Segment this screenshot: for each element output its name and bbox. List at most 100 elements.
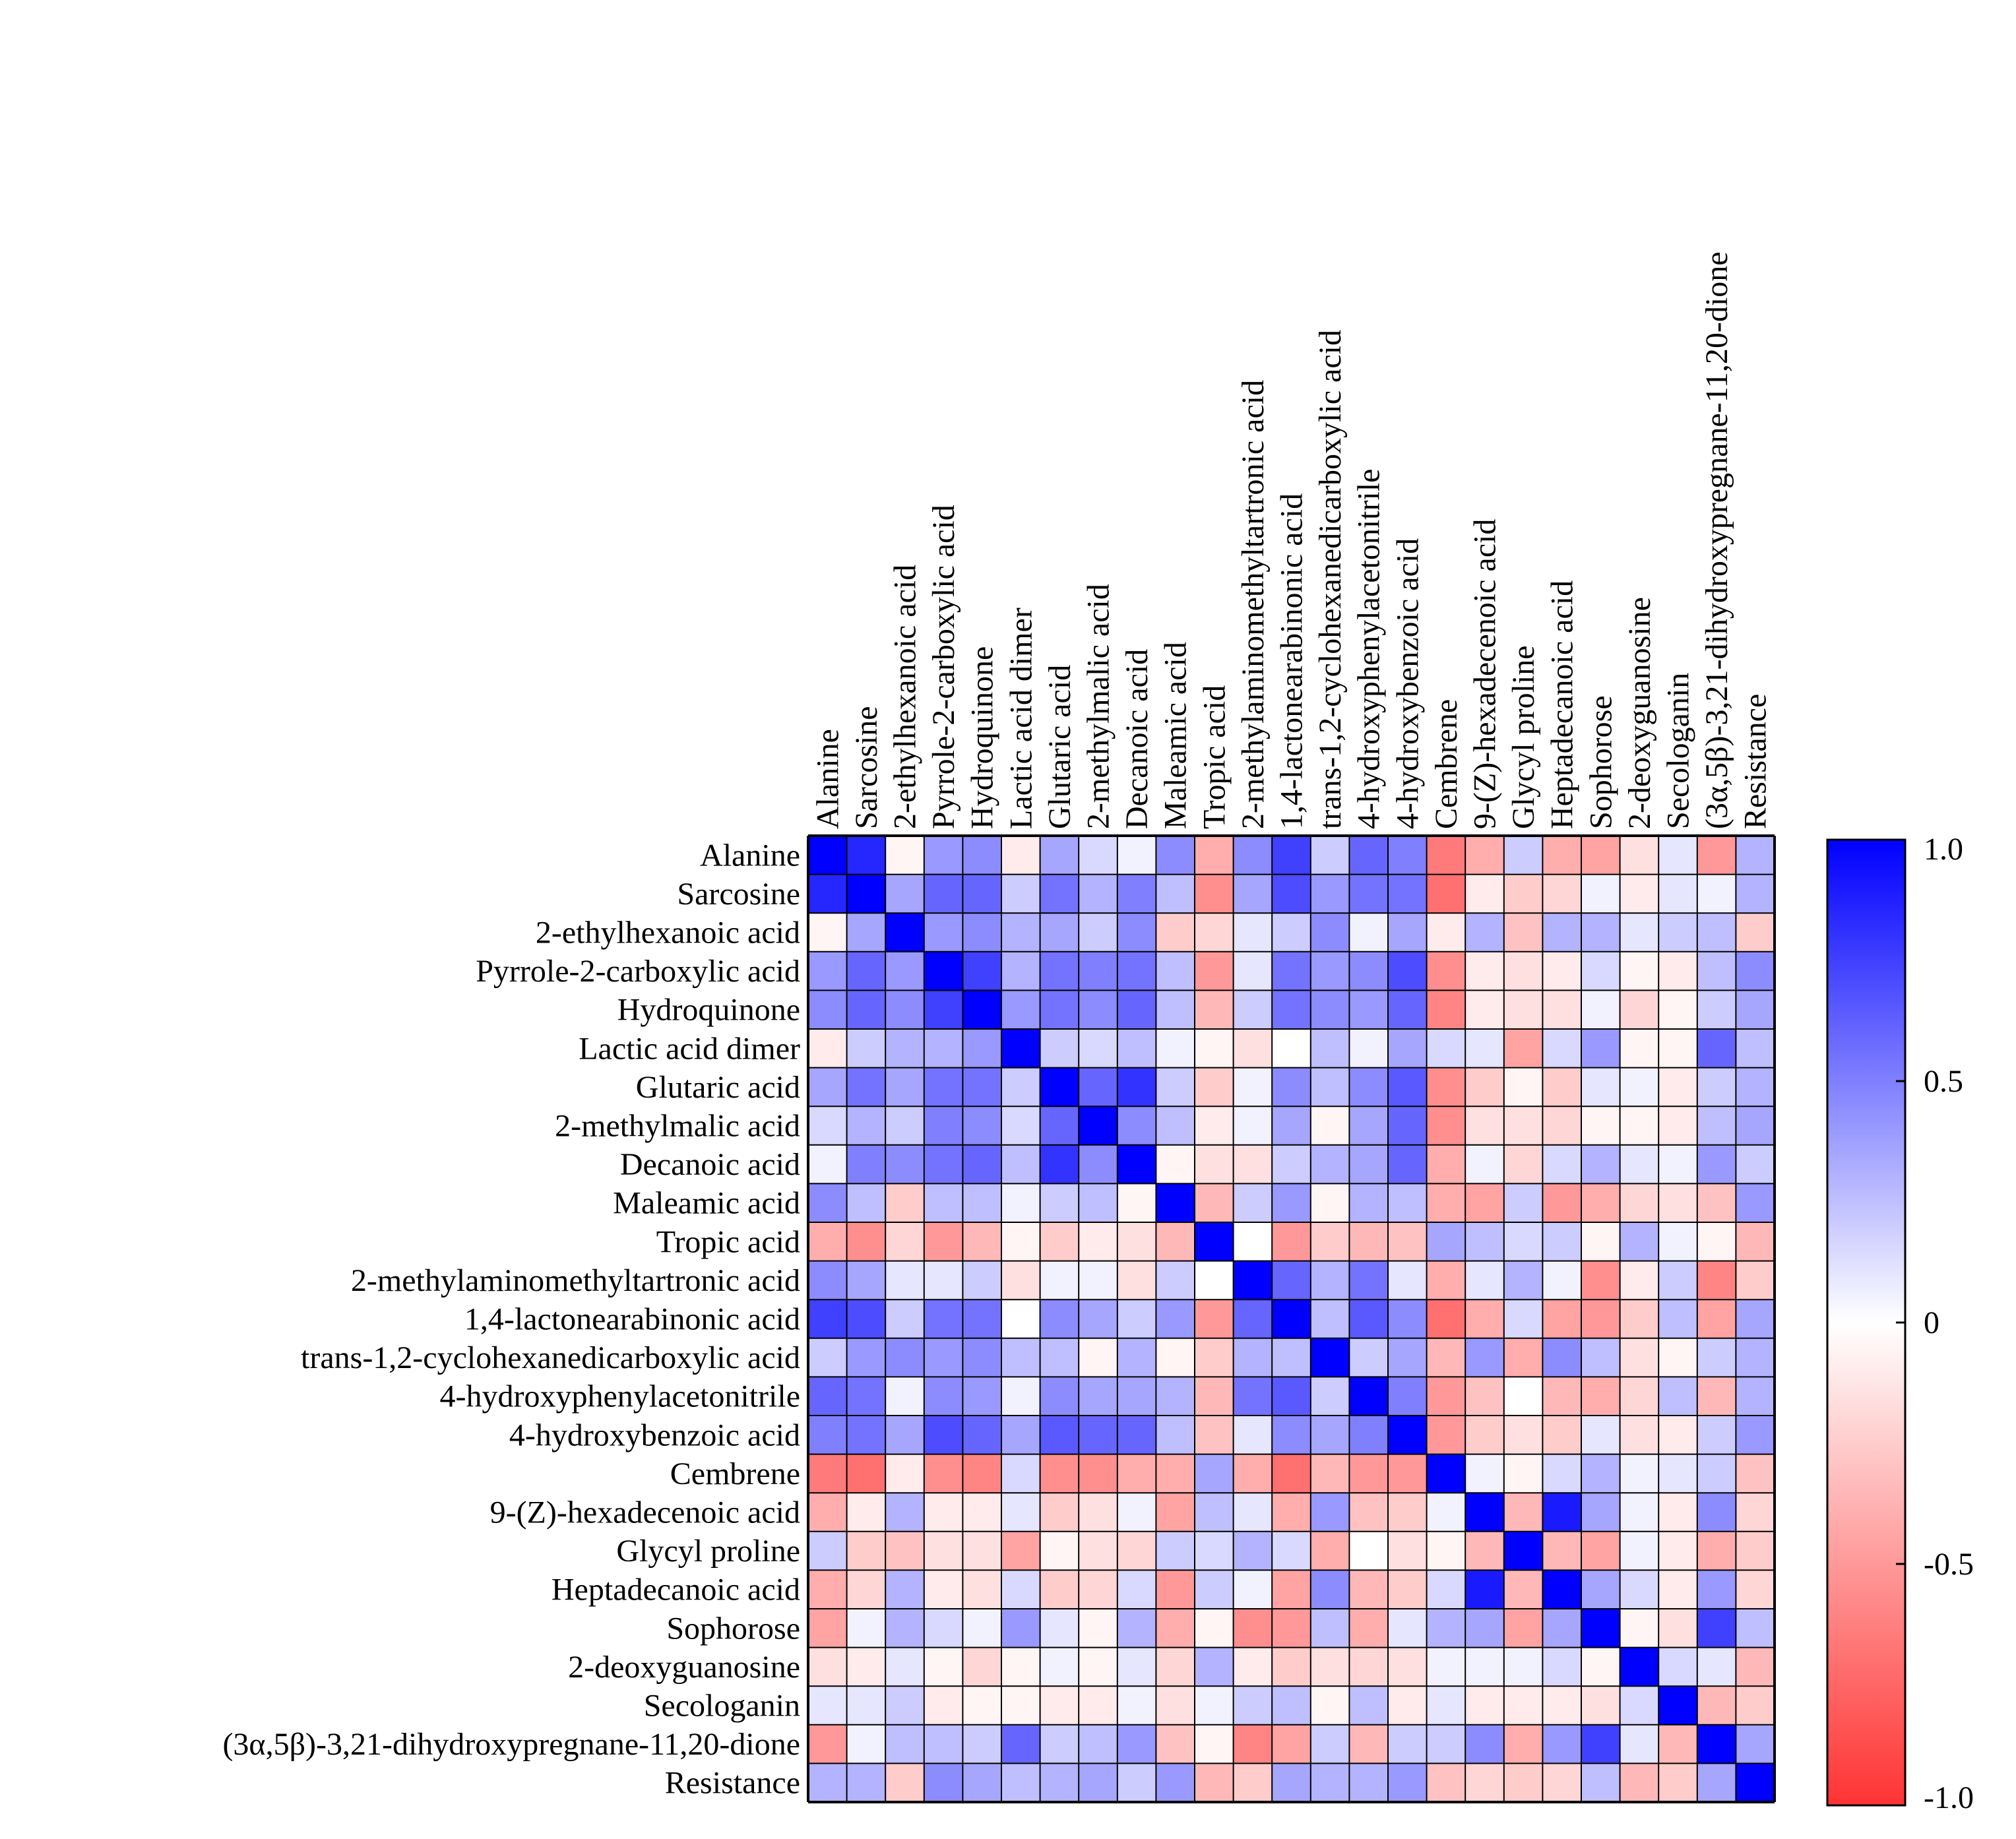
heatmap-cell-17-2 [885,1493,925,1532]
heatmap-cell-21-10 [1195,1647,1234,1687]
heatmap-cell-2-8 [1117,913,1156,952]
column-label-cembrene: Cembrene [1429,699,1464,829]
heatmap-cell-3-0 [808,951,848,991]
heatmap-cell-12-16 [1426,1299,1466,1339]
heatmap-cell-22-6 [1040,1686,1079,1726]
heatmap-cell-14-9 [1156,1377,1195,1416]
column-label-maleamic-acid: Maleamic acid [1158,642,1193,829]
heatmap-cell-14-11 [1233,1377,1273,1416]
heatmap-cell-15-18 [1503,1416,1543,1455]
heatmap-cell-1-19 [1542,874,1582,914]
heatmap-cell-8-17 [1465,1144,1505,1184]
heatmap-cell-3-17 [1465,951,1505,991]
heatmap-cell-9-12 [1272,1183,1311,1223]
heatmap-cell-2-4 [962,913,1002,952]
heatmap-cell-7-0 [808,1106,848,1146]
row-label-heptadecanoic-acid: Heptadecanoic acid [551,1573,800,1607]
heatmap-cell-23-23 [1697,1724,1736,1764]
heatmap-cell-11-15 [1388,1261,1428,1300]
heatmap-cell-13-2 [885,1338,925,1377]
heatmap-cell-20-23 [1697,1609,1736,1648]
heatmap-cell-24-3 [924,1763,963,1803]
heatmap-cell-2-6 [1040,913,1079,952]
heatmap-cell-4-1 [846,990,886,1030]
heatmap-cell-17-21 [1620,1493,1659,1532]
heatmap-cell-2-2 [885,913,925,952]
heatmap-cell-3-5 [1001,951,1041,991]
heatmap-cell-20-20 [1581,1609,1621,1648]
heatmap-cell-13-21 [1620,1338,1659,1377]
heatmap-cell-17-5 [1001,1493,1041,1532]
heatmap-cell-11-4 [962,1261,1002,1300]
heatmap-cell-12-11 [1233,1299,1273,1339]
heatmap-cell-1-5 [1001,874,1041,914]
heatmap-cell-11-0 [808,1261,848,1300]
heatmap-cell-16-6 [1040,1454,1079,1493]
heatmap-cell-0-17 [1465,836,1505,875]
heatmap-cell-9-9 [1156,1183,1195,1223]
heatmap-cell-0-1 [846,836,886,875]
heatmap-cell-5-9 [1156,1029,1195,1069]
heatmap-cell-16-21 [1620,1454,1659,1493]
heatmap-cell-12-15 [1388,1299,1428,1339]
heatmap-cell-19-22 [1658,1570,1698,1609]
heatmap-cell-19-16 [1426,1570,1466,1609]
heatmap-cell-19-1 [846,1570,886,1609]
row-label-4-hydroxybenzoic-acid: 4-hydroxybenzoic acid [509,1418,800,1452]
heatmap-cell-11-5 [1001,1261,1041,1300]
heatmap-cell-16-13 [1310,1454,1350,1493]
heatmap-cell-19-11 [1233,1570,1273,1609]
heatmap-cell-13-1 [846,1338,886,1377]
heatmap-cell-17-24 [1736,1493,1775,1532]
heatmap-cell-21-9 [1156,1647,1195,1687]
heatmap-cell-16-17 [1465,1454,1505,1493]
heatmap-cell-20-14 [1349,1609,1389,1648]
heatmap-cell-4-12 [1272,990,1311,1030]
heatmap-cell-16-15 [1388,1454,1428,1493]
heatmap-cell-24-16 [1426,1763,1466,1803]
heatmap-cell-17-23 [1697,1493,1736,1532]
heatmap-cell-0-23 [1697,836,1736,875]
heatmap-cell-15-0 [808,1416,848,1455]
heatmap-cell-18-5 [1001,1531,1041,1571]
heatmap-cell-3-14 [1349,951,1389,991]
heatmap-cell-6-23 [1697,1067,1736,1107]
heatmap-cell-6-15 [1388,1067,1428,1107]
heatmap-cell-5-11 [1233,1029,1273,1069]
heatmap-cell-17-11 [1233,1493,1273,1532]
heatmap-cell-20-19 [1542,1609,1582,1648]
row-label-4-hydroxyphenylacetonitrile: 4-hydroxyphenylacetonitrile [440,1379,801,1414]
heatmap-cell-1-21 [1620,874,1659,914]
heatmap-cell-13-5 [1001,1338,1041,1377]
heatmap-cell-3-18 [1503,951,1543,991]
row-label-2-deoxyguanosine: 2-deoxyguanosine [568,1650,800,1685]
heatmap-cell-13-20 [1581,1338,1621,1377]
heatmap-cell-7-9 [1156,1106,1195,1146]
heatmap-cell-15-13 [1310,1416,1350,1455]
colorbar-tick-label-4: -1.0 [1924,1780,1974,1815]
heatmap-cell-19-0 [808,1570,848,1609]
heatmap-cell-0-12 [1272,836,1311,875]
column-label-2-methylmalic-acid: 2-methylmalic acid [1081,584,1116,829]
heatmap-cell-15-2 [885,1416,925,1455]
heatmap-cell-21-23 [1697,1647,1736,1687]
heatmap-cell-13-7 [1079,1338,1118,1377]
heatmap-cell-2-16 [1426,913,1466,952]
heatmap-cell-5-22 [1658,1029,1698,1069]
heatmap-cell-21-11 [1233,1647,1273,1687]
heatmap-cell-16-7 [1079,1454,1118,1493]
heatmap-cell-11-20 [1581,1261,1621,1300]
heatmap-cell-9-8 [1117,1183,1156,1223]
heatmap-cell-16-4 [962,1454,1002,1493]
heatmap-cell-7-12 [1272,1106,1311,1146]
heatmap-cell-12-13 [1310,1299,1350,1339]
heatmap-cell-19-4 [962,1570,1002,1609]
heatmap-cell-18-12 [1272,1531,1311,1571]
heatmap-cell-22-20 [1581,1686,1621,1726]
heatmap-cell-18-14 [1349,1531,1389,1571]
heatmap-cell-7-20 [1581,1106,1621,1146]
heatmap-cell-20-5 [1001,1609,1041,1648]
heatmap-cell-3-19 [1542,951,1582,991]
heatmap-cell-5-7 [1079,1029,1118,1069]
heatmap-cell-18-17 [1465,1531,1505,1571]
